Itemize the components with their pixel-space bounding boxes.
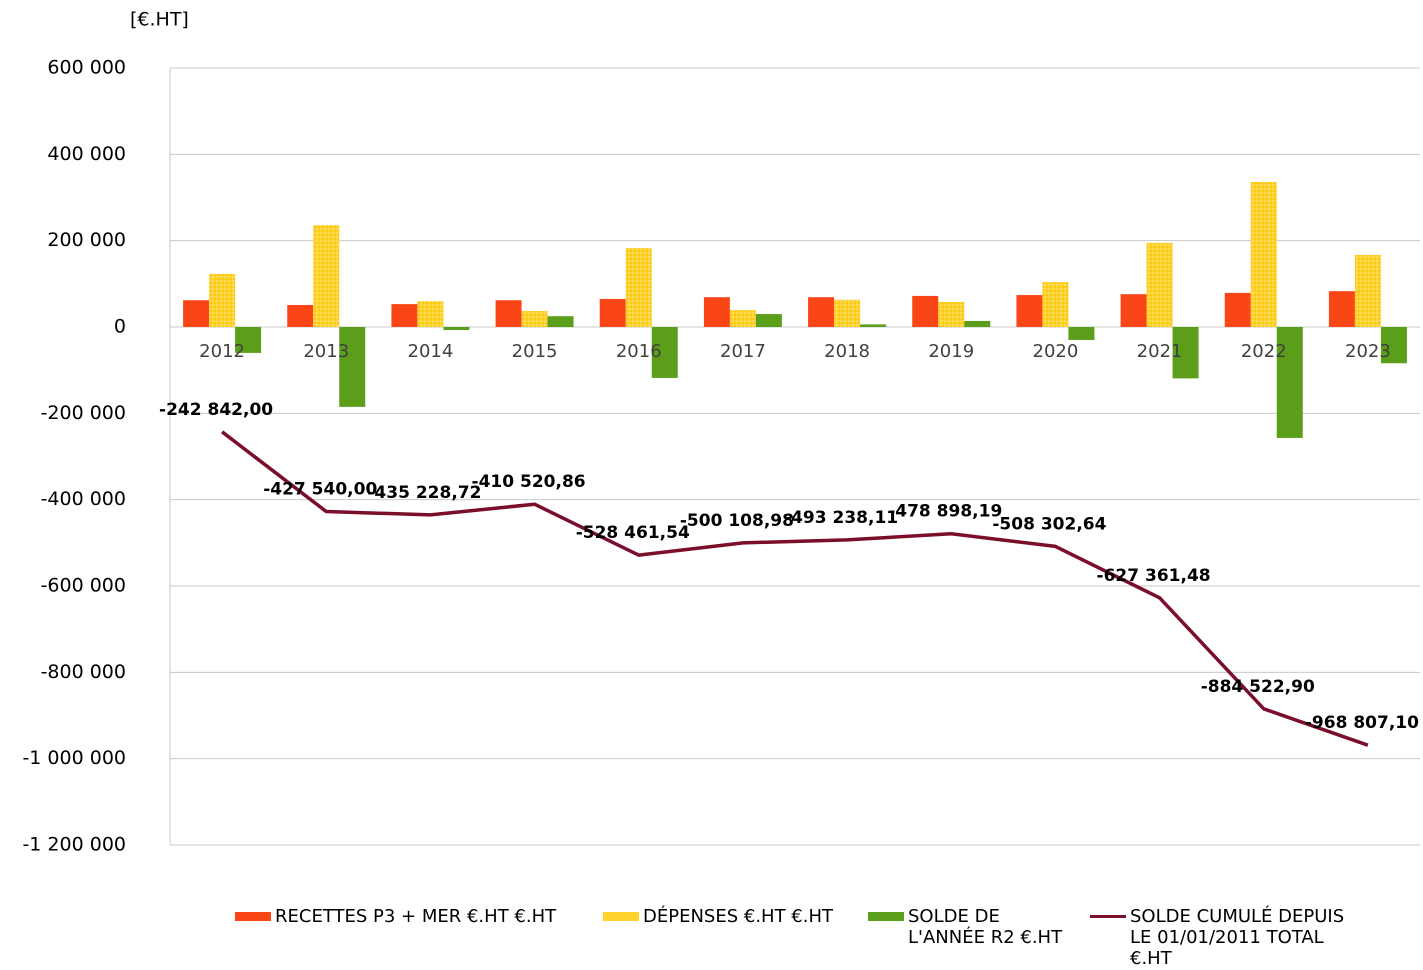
bar bbox=[235, 327, 262, 353]
bar bbox=[495, 300, 522, 327]
unit-label: [€.HT] bbox=[130, 9, 189, 31]
bar bbox=[313, 225, 340, 327]
bar bbox=[964, 320, 991, 327]
bar bbox=[1224, 292, 1251, 327]
bar bbox=[1328, 291, 1355, 327]
legend-item: DÉPENSES €.HT €.HT bbox=[603, 906, 863, 927]
bar bbox=[912, 295, 939, 327]
bar bbox=[1120, 294, 1147, 327]
x-tick-label: 2014 bbox=[408, 341, 454, 362]
bar bbox=[729, 310, 756, 327]
legend-swatch bbox=[235, 912, 271, 921]
x-tick-label: 2013 bbox=[303, 341, 349, 362]
legend-swatch bbox=[603, 912, 639, 921]
y-tick-label: -800 000 bbox=[41, 661, 126, 683]
bar bbox=[834, 299, 861, 327]
bar bbox=[1276, 327, 1303, 438]
data-label: -427 540,00 bbox=[263, 480, 377, 500]
x-tick-label: 2019 bbox=[928, 341, 974, 362]
data-label: -528 461,54 bbox=[576, 523, 690, 543]
legend-item: RECETTES P3 + MER €.HT €.HT bbox=[235, 906, 595, 927]
y-tick-label: 400 000 bbox=[47, 143, 126, 165]
bar bbox=[417, 301, 444, 327]
y-tick-label: -600 000 bbox=[41, 575, 126, 597]
y-tick-label: -200 000 bbox=[41, 402, 126, 424]
x-tick-label: 2012 bbox=[199, 341, 245, 362]
x-tick-label: 2015 bbox=[512, 341, 558, 362]
bar bbox=[599, 298, 626, 327]
x-tick-label: 2021 bbox=[1137, 341, 1183, 362]
data-label: -884 522,90 bbox=[1201, 677, 1315, 697]
bar bbox=[1042, 282, 1069, 327]
legend-label: SOLDE DE L'ANNÉE R2 €.HT bbox=[908, 906, 1063, 948]
bar bbox=[938, 301, 965, 327]
legend-label: DÉPENSES €.HT €.HT bbox=[643, 906, 834, 927]
legend-item: SOLDE CUMULÉ DEPUIS LE 01/01/2011 TOTAL … bbox=[1090, 906, 1390, 969]
data-label: -493 238,11 bbox=[784, 508, 898, 528]
y-tick-label: 600 000 bbox=[47, 57, 126, 79]
data-label: -478 898,19 bbox=[888, 502, 1002, 522]
bar bbox=[287, 304, 314, 327]
bar bbox=[703, 297, 730, 327]
bar bbox=[1354, 254, 1381, 327]
x-tick-label: 2016 bbox=[616, 341, 662, 362]
bar bbox=[625, 248, 652, 327]
bar bbox=[209, 273, 236, 327]
bar bbox=[1016, 295, 1043, 327]
chart: [€.HT] -1 200 000 -1 000 000 -800 000 -600 … bbox=[22, 9, 1420, 856]
data-label: -627 361,48 bbox=[1097, 566, 1211, 586]
y-tick-label: -400 000 bbox=[41, 488, 126, 510]
data-label: -410 520,86 bbox=[472, 472, 586, 492]
data-label: -435 228,72 bbox=[367, 483, 481, 503]
x-tick-label: 2018 bbox=[824, 341, 870, 362]
legend-swatch bbox=[868, 912, 904, 921]
data-label: -500 108,98 bbox=[680, 511, 794, 531]
bar bbox=[1068, 327, 1095, 340]
bar bbox=[755, 314, 782, 327]
line bbox=[221, 430, 1369, 747]
bar bbox=[183, 300, 210, 327]
bar bbox=[1172, 327, 1199, 379]
bar bbox=[339, 327, 366, 407]
legend-item: SOLDE DE L'ANNÉE R2 €.HT bbox=[868, 906, 1068, 948]
y-tick-label: -1 200 000 bbox=[22, 834, 126, 856]
bar bbox=[651, 327, 678, 378]
bar bbox=[391, 304, 418, 327]
y-tick-label: 0 bbox=[114, 316, 126, 338]
legend-swatch bbox=[1090, 915, 1126, 918]
data-label: -508 302,64 bbox=[992, 514, 1106, 534]
x-tick-label: 2022 bbox=[1241, 341, 1287, 362]
bar bbox=[808, 297, 835, 327]
bar bbox=[521, 311, 548, 327]
bar bbox=[443, 327, 470, 331]
bar bbox=[547, 316, 574, 327]
y-tick-label: 200 000 bbox=[47, 229, 126, 251]
legend-label: SOLDE CUMULÉ DEPUIS LE 01/01/2011 TOTAL … bbox=[1130, 906, 1345, 969]
bar bbox=[1250, 181, 1277, 327]
y-tick-label: -1 000 000 bbox=[22, 747, 126, 769]
x-tick-label: 2017 bbox=[720, 341, 766, 362]
x-tick-label: 2023 bbox=[1345, 341, 1391, 362]
bar bbox=[1146, 242, 1173, 327]
legend-label: RECETTES P3 + MER €.HT €.HT bbox=[275, 906, 557, 927]
data-label: -242 842,00 bbox=[159, 400, 273, 420]
x-tick-label: 2020 bbox=[1033, 341, 1079, 362]
bar bbox=[860, 324, 887, 327]
bar bbox=[1380, 327, 1407, 364]
data-label: -968 807,10 bbox=[1305, 713, 1419, 733]
